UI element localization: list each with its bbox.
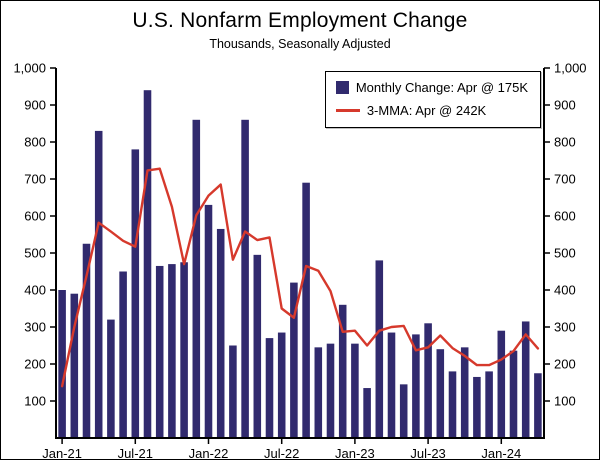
bar-swatch-icon — [335, 81, 349, 94]
mma-line — [60, 167, 540, 388]
y-axis-label-left: 200 — [24, 357, 46, 372]
x-axis-label: Jan-22 — [189, 446, 229, 460]
x-axis-label: Jan-24 — [481, 446, 521, 460]
y-axis-label-left: 900 — [24, 98, 46, 113]
bar — [70, 293, 79, 438]
y-axis-label-right: 100 — [554, 394, 576, 409]
bar — [448, 371, 457, 438]
bar — [338, 304, 347, 438]
bar — [375, 260, 384, 438]
bar — [326, 343, 335, 438]
bar — [180, 262, 188, 438]
bar — [314, 347, 323, 438]
y-axis-label-right: 1,000 — [554, 61, 587, 76]
bar — [107, 319, 115, 438]
y-axis-label-right: 900 — [554, 98, 576, 113]
bar — [460, 347, 469, 438]
bar — [485, 371, 493, 438]
x-axis-label: Jul-22 — [264, 446, 299, 460]
bar — [204, 204, 213, 438]
bar — [387, 332, 396, 438]
x-axis-label: Jan-21 — [42, 446, 82, 460]
bar — [399, 384, 408, 438]
bar — [290, 282, 298, 438]
bar — [265, 338, 274, 438]
bar — [277, 332, 286, 438]
legend-label-monthly-change: Monthly Change: Apr @ 175K — [355, 80, 528, 95]
bar — [521, 321, 530, 438]
legend: Monthly Change: Apr @ 175K 3-MMA: Apr @ … — [324, 71, 541, 128]
line-swatch-icon — [335, 109, 360, 112]
y-axis-label-left: 1,000 — [13, 61, 46, 76]
y-axis-label-left: 400 — [24, 283, 46, 298]
bar — [192, 119, 201, 439]
x-axis-label: Jul-21 — [118, 446, 153, 460]
bar — [436, 349, 445, 438]
legend-item-3mma: 3-MMA: Apr @ 242K — [335, 103, 528, 118]
bar — [473, 376, 481, 438]
y-axis-label-left: 500 — [24, 246, 46, 261]
bar — [412, 334, 420, 438]
y-axis-label-left: 600 — [24, 209, 46, 224]
y-axis-label-left: 300 — [24, 320, 46, 335]
y-axis-label-left: 100 — [24, 394, 46, 409]
bar — [119, 271, 127, 438]
bar — [302, 182, 310, 438]
chart-subtitle: Thousands, Seasonally Adjusted — [209, 37, 391, 51]
bar — [534, 373, 542, 438]
chart-title: U.S. Nonfarm Employment Change — [132, 9, 468, 32]
bar — [82, 243, 91, 438]
y-axis-label-right: 600 — [554, 209, 576, 224]
x-axis-label: Jan-23 — [335, 446, 375, 460]
bar — [216, 228, 225, 438]
x-axis-label: Jul-23 — [410, 446, 445, 460]
bar — [241, 119, 249, 439]
bar — [168, 264, 176, 438]
bar — [229, 345, 237, 438]
y-axis-label-right: 500 — [554, 246, 576, 261]
bar — [94, 130, 103, 438]
y-axis-label-right: 200 — [554, 357, 576, 372]
bar — [58, 290, 66, 438]
bar — [143, 90, 152, 438]
bar — [424, 323, 432, 438]
bar — [131, 149, 140, 438]
bar — [351, 343, 359, 438]
legend-item-monthly-change: Monthly Change: Apr @ 175K — [335, 80, 528, 95]
y-axis-label-left: 700 — [24, 172, 46, 187]
y-axis-label-right: 300 — [554, 320, 576, 335]
y-axis-label-left: 800 — [24, 135, 46, 150]
bar — [155, 265, 164, 438]
y-axis-label-right: 800 — [554, 135, 576, 150]
bar — [497, 330, 506, 438]
y-axis-label-right: 400 — [554, 283, 576, 298]
legend-label-3mma: 3-MMA: Apr @ 242K — [366, 103, 487, 118]
y-axis-label-right: 700 — [554, 172, 576, 187]
bar — [363, 388, 371, 438]
bar — [509, 350, 518, 438]
bar — [253, 254, 262, 438]
